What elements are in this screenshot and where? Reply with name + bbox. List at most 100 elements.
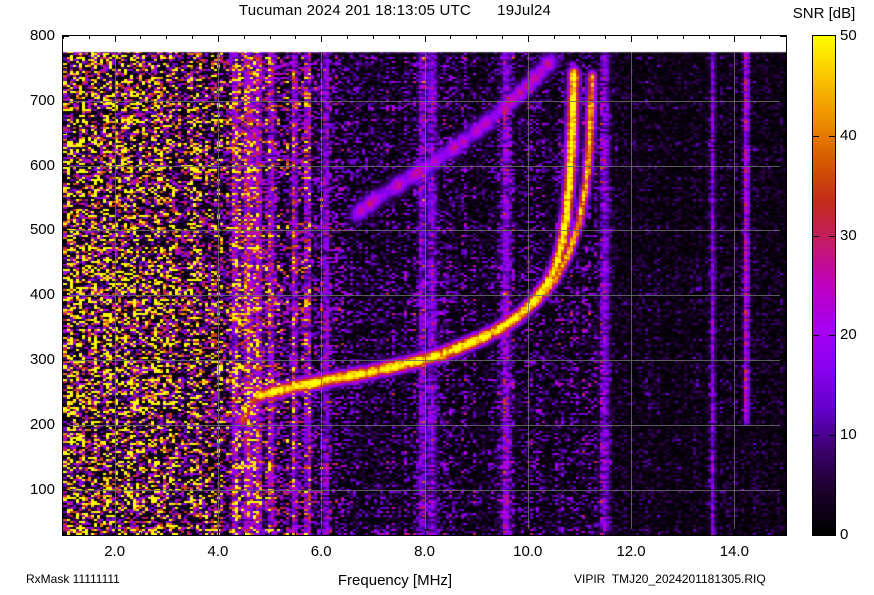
y-tick-minor bbox=[63, 133, 66, 135]
x-tick-label: 12.0 bbox=[616, 543, 646, 560]
x-tick-minor bbox=[166, 36, 168, 39]
x-tick-minor bbox=[656, 36, 658, 39]
x-tick-minor bbox=[347, 532, 349, 535]
x-tick-label: 6.0 bbox=[310, 543, 332, 560]
y-tick-major bbox=[63, 424, 69, 426]
y-tick-label: 800 bbox=[29, 27, 55, 44]
x-tick-minor bbox=[605, 532, 607, 535]
y-tick-major bbox=[63, 489, 69, 491]
y-tick-major bbox=[780, 36, 786, 37]
y-tick-minor bbox=[63, 522, 66, 524]
colorbar-gradient bbox=[813, 36, 835, 535]
x-tick-minor bbox=[295, 36, 297, 39]
x-tick-major bbox=[321, 529, 323, 535]
x-tick-minor bbox=[63, 36, 64, 39]
x-tick-minor bbox=[553, 532, 555, 535]
x-tick-minor bbox=[88, 532, 90, 535]
x-tick-minor bbox=[450, 532, 452, 535]
y-tick-label: 400 bbox=[29, 286, 55, 304]
gridline-vertical bbox=[527, 52, 529, 535]
x-tick-major bbox=[527, 36, 529, 42]
snr-colorbar[interactable] bbox=[812, 35, 836, 536]
x-tick-minor bbox=[786, 35, 787, 39]
y-tick-major bbox=[780, 360, 786, 362]
x-tick-major bbox=[631, 529, 633, 535]
y-tick-minor bbox=[63, 198, 66, 199]
x-tick-minor bbox=[192, 532, 194, 535]
colorbar-tick bbox=[829, 435, 835, 437]
x-tick-label: 4.0 bbox=[207, 543, 229, 560]
y-tick-major bbox=[63, 165, 69, 167]
x-tick-minor bbox=[476, 532, 478, 535]
y-tick-minor bbox=[63, 68, 66, 70]
y-tick-major bbox=[780, 295, 786, 297]
x-tick-minor bbox=[372, 36, 374, 39]
x-tick-minor bbox=[579, 36, 581, 39]
file-info-label: VIPIR TMJ20_2024201181305.RIQ bbox=[574, 572, 766, 586]
colorbar-tick-label: 10 bbox=[840, 426, 857, 444]
x-tick-minor bbox=[269, 36, 271, 39]
colorbar-tick bbox=[813, 235, 819, 237]
y-tick-label: 200 bbox=[29, 415, 55, 433]
x-tick-minor bbox=[708, 532, 710, 535]
colorbar-tick-label: 40 bbox=[840, 126, 857, 144]
x-tick-minor bbox=[476, 36, 478, 39]
x-tick-minor bbox=[398, 36, 400, 39]
x-tick-minor bbox=[140, 36, 142, 39]
x-tick-label: 10.0 bbox=[513, 543, 543, 560]
y-tick-label: 300 bbox=[29, 351, 55, 369]
x-tick-minor bbox=[605, 36, 607, 39]
x-tick-minor bbox=[656, 532, 658, 535]
x-tick-minor bbox=[501, 532, 503, 535]
ionogram-plot-area[interactable] bbox=[62, 35, 787, 536]
gridline-vertical bbox=[217, 52, 219, 535]
x-tick-minor bbox=[708, 36, 710, 39]
x-tick-minor bbox=[501, 36, 503, 39]
y-tick-major bbox=[63, 230, 69, 232]
y-tick-minor bbox=[783, 327, 786, 329]
x-tick-major bbox=[424, 36, 426, 42]
x-tick-minor bbox=[553, 36, 555, 39]
gridline-vertical bbox=[734, 52, 736, 535]
x-tick-major bbox=[424, 529, 426, 535]
colorbar-tick bbox=[813, 135, 819, 137]
gridline-vertical bbox=[424, 52, 426, 535]
x-tick-label: 8.0 bbox=[414, 543, 435, 560]
colorbar-tick bbox=[813, 335, 819, 337]
y-tick-minor bbox=[63, 392, 66, 394]
colorbar-tick-label: 0 bbox=[840, 526, 849, 543]
colorbar-title: SNR [dB] bbox=[792, 5, 856, 22]
x-tick-minor bbox=[372, 532, 374, 535]
y-tick-minor bbox=[63, 262, 66, 264]
y-tick-minor bbox=[783, 522, 786, 524]
colorbar-tick bbox=[829, 335, 835, 337]
page-title: Tucuman 2024 201 18:13:05 UTC 19Jul24 bbox=[238, 2, 552, 19]
x-tick-minor bbox=[243, 36, 245, 39]
x-tick-major bbox=[734, 36, 736, 42]
x-tick-major bbox=[321, 36, 323, 42]
x-tick-minor bbox=[760, 36, 762, 39]
y-tick-major bbox=[780, 100, 786, 102]
y-tick-minor bbox=[783, 262, 786, 264]
x-tick-minor bbox=[760, 532, 762, 535]
colorbar-tick bbox=[813, 435, 819, 437]
y-tick-minor bbox=[783, 68, 786, 70]
y-tick-major bbox=[63, 36, 69, 37]
x-tick-minor bbox=[88, 36, 90, 39]
x-tick-minor bbox=[579, 532, 581, 535]
x-tick-minor bbox=[63, 532, 64, 535]
x-tick-minor bbox=[295, 532, 297, 535]
x-tick-minor bbox=[398, 532, 400, 535]
x-tick-minor bbox=[682, 532, 684, 535]
x-tick-major bbox=[527, 529, 529, 535]
x-tick-minor bbox=[166, 532, 168, 535]
x-tick-major bbox=[734, 529, 736, 535]
x-tick-minor bbox=[450, 36, 452, 39]
y-tick-minor bbox=[63, 327, 66, 329]
y-tick-major bbox=[63, 100, 69, 102]
gridline-vertical bbox=[321, 52, 323, 535]
y-tick-major bbox=[63, 295, 69, 297]
y-tick-major bbox=[63, 360, 69, 362]
rxmask-label: RxMask 11111111 bbox=[26, 572, 120, 586]
x-tick-major bbox=[217, 36, 219, 42]
